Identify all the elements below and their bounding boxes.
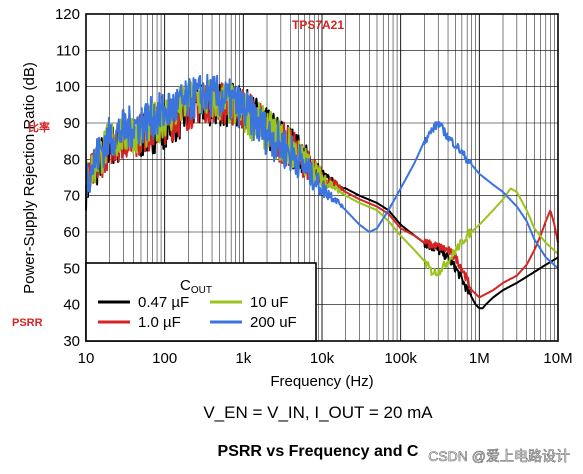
legend-title-main: C bbox=[180, 277, 191, 294]
y-tick-label-3: 60 bbox=[63, 224, 80, 241]
legend-entry-1: 1.0 µF bbox=[138, 314, 181, 331]
plot-frame bbox=[85, 13, 559, 342]
y-axis-title: Power-Supply Rejection Ratio (dB) bbox=[21, 62, 38, 294]
legend-title-sub: OUT bbox=[191, 285, 212, 296]
series-line-2 bbox=[85, 79, 559, 277]
y-tick-label-0: 30 bbox=[63, 333, 80, 350]
y-tick-label-4: 70 bbox=[63, 188, 80, 205]
legend-entry-0: 0.47 µF bbox=[138, 294, 189, 311]
y-tick-label-7: 100 bbox=[55, 79, 80, 96]
y-tick-label-5: 80 bbox=[63, 151, 80, 168]
y-tick-label-8: 110 bbox=[56, 42, 80, 59]
x-axis-title: Frequency (Hz) bbox=[270, 373, 373, 390]
series-lines bbox=[85, 73, 559, 310]
conditions-text: V_EN = V_IN, I_OUT = 20 mA bbox=[203, 403, 433, 422]
y-tick-label-6: 90 bbox=[63, 115, 80, 132]
part-number-annotation: TPS7A21 bbox=[292, 18, 344, 32]
y-tick-label-2: 50 bbox=[63, 260, 80, 277]
chart-title: PSRR vs Frequency and C bbox=[218, 443, 419, 460]
legend-entry-3: 200 uF bbox=[250, 314, 297, 331]
x-tick-label-6: 10M bbox=[543, 350, 572, 367]
tick-labels: 10 100 1k 10k 100k 1M 10M 30 40 50 60 70 80 90 100 110 1… bbox=[55, 6, 573, 367]
x-tick-label-3: 10k bbox=[310, 350, 335, 367]
series-line-3 bbox=[85, 73, 559, 270]
y-tick-label-9: 120 bbox=[55, 6, 80, 23]
watermark: CSDN @爱上电路设计 bbox=[428, 448, 570, 464]
legend-entry-2: 10 uF bbox=[250, 294, 288, 311]
x-tick-label-0: 10 bbox=[78, 350, 95, 367]
x-tick-label-4: 100k bbox=[384, 350, 417, 367]
x-tick-label-1: 100 bbox=[152, 350, 177, 367]
legend: COUT 0.47 µF 1.0 µF 10 uF 200 uF bbox=[85, 262, 317, 342]
legend-title: COUT bbox=[180, 277, 212, 296]
x-tick-label-5: 1M bbox=[469, 350, 490, 367]
side-label-psrr: PSRR bbox=[12, 317, 43, 329]
y-tick-label-1: 40 bbox=[63, 297, 80, 314]
side-label-ratio: 比率 bbox=[28, 120, 50, 134]
x-tick-label-2: 1k bbox=[235, 350, 251, 367]
